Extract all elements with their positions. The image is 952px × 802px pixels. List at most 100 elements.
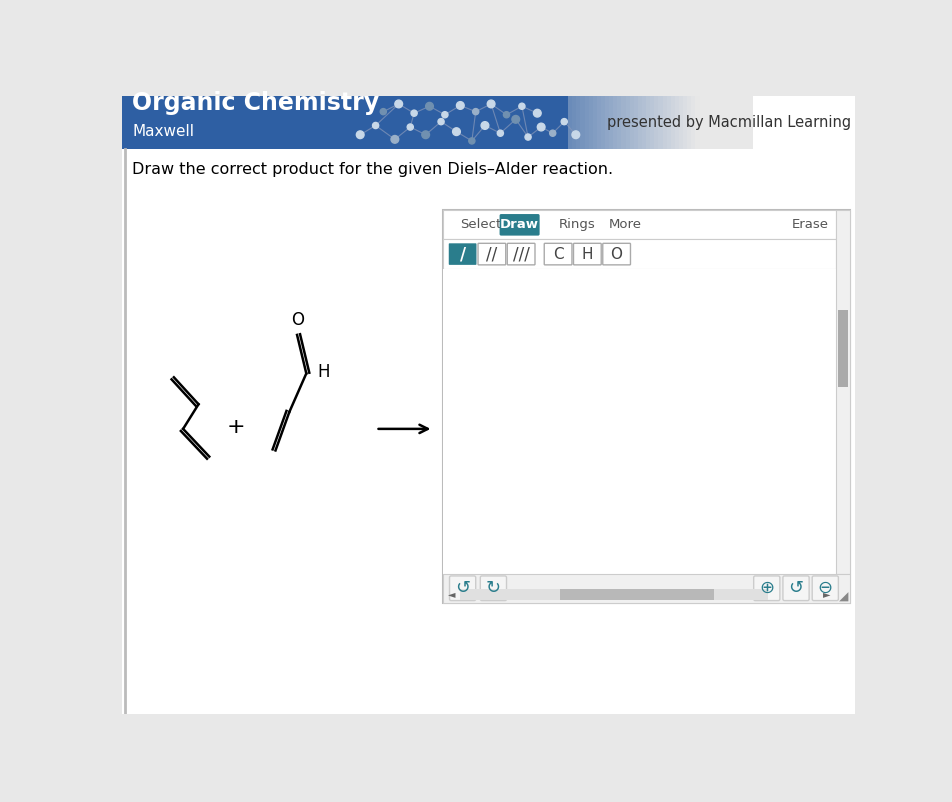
Circle shape [410, 110, 417, 116]
Bar [703, 96, 707, 148]
Bar [547, 96, 551, 148]
Circle shape [442, 111, 447, 118]
Bar [645, 96, 649, 148]
Circle shape [380, 108, 386, 115]
Circle shape [486, 100, 494, 107]
Circle shape [481, 122, 488, 129]
FancyBboxPatch shape [449, 576, 475, 601]
Bar [443, 210, 835, 240]
Text: ↺: ↺ [454, 579, 469, 597]
Circle shape [372, 123, 378, 128]
Bar [744, 96, 748, 148]
Text: ↻: ↻ [486, 579, 501, 597]
Bar [674, 96, 678, 148]
Bar [592, 96, 596, 148]
Bar [666, 96, 670, 148]
Bar [637, 96, 642, 148]
Bar [695, 96, 699, 148]
Circle shape [518, 103, 525, 109]
FancyBboxPatch shape [480, 576, 506, 601]
Bar [613, 96, 617, 148]
Bar [658, 96, 662, 148]
Circle shape [537, 124, 545, 131]
FancyBboxPatch shape [602, 243, 630, 265]
Circle shape [571, 131, 579, 139]
Circle shape [390, 136, 398, 144]
Bar [642, 96, 645, 148]
Text: /: / [459, 245, 466, 263]
Bar [539, 96, 543, 148]
Bar [617, 96, 621, 148]
Bar [560, 589, 714, 600]
Bar [711, 96, 715, 148]
Circle shape [503, 111, 509, 118]
Bar [837, 310, 847, 387]
Circle shape [456, 102, 464, 109]
Bar [752, 96, 855, 148]
Bar [683, 96, 686, 148]
Bar [686, 96, 690, 148]
FancyBboxPatch shape [811, 576, 838, 601]
Text: //: // [486, 245, 497, 263]
Text: presented by Macmillan Learning: presented by Macmillan Learning [606, 115, 850, 130]
Text: O: O [291, 311, 304, 329]
Bar [443, 573, 849, 603]
Bar [518, 96, 523, 148]
FancyBboxPatch shape [506, 243, 534, 265]
Bar [621, 96, 625, 148]
Text: Draw the correct product for the given Diels–Alder reaction.: Draw the correct product for the given D… [132, 163, 613, 177]
FancyBboxPatch shape [448, 243, 476, 265]
Circle shape [497, 130, 503, 136]
FancyBboxPatch shape [573, 243, 601, 265]
Text: Select: Select [460, 218, 501, 231]
Text: More: More [608, 218, 642, 231]
Text: ///: /// [512, 245, 529, 263]
Circle shape [561, 119, 566, 125]
Bar [535, 96, 539, 148]
Bar [596, 96, 601, 148]
Bar [629, 96, 633, 148]
Text: ◄: ◄ [447, 589, 455, 599]
Text: Maxwell: Maxwell [132, 124, 194, 140]
Text: ⊖: ⊖ [817, 579, 832, 597]
Text: ↺: ↺ [787, 579, 803, 597]
Text: H: H [317, 363, 329, 381]
Text: H: H [581, 246, 592, 261]
Bar [571, 96, 576, 148]
Bar [654, 96, 658, 148]
Bar [625, 96, 629, 148]
Text: Organic Chemistry: Organic Chemistry [132, 91, 379, 115]
Bar [551, 96, 555, 148]
Circle shape [356, 131, 364, 139]
Text: ⊕: ⊕ [759, 579, 774, 597]
Text: +: + [226, 417, 245, 437]
Bar [588, 96, 592, 148]
Text: ►: ► [823, 589, 830, 599]
Bar [580, 96, 584, 148]
Bar [724, 96, 727, 148]
Bar [662, 96, 666, 148]
Bar [514, 96, 518, 148]
Bar [720, 96, 724, 148]
Text: Erase: Erase [790, 218, 827, 231]
Bar [690, 96, 695, 148]
Text: O: O [610, 246, 622, 261]
FancyBboxPatch shape [544, 243, 571, 265]
Circle shape [533, 109, 541, 117]
Bar [608, 96, 613, 148]
Circle shape [549, 130, 555, 136]
Bar [835, 210, 849, 573]
Circle shape [394, 100, 402, 107]
FancyBboxPatch shape [499, 214, 539, 236]
Bar [510, 96, 514, 148]
Bar [731, 96, 736, 148]
Bar [727, 96, 731, 148]
Bar [576, 96, 580, 148]
Bar [567, 96, 571, 148]
Bar [699, 96, 703, 148]
Bar [584, 96, 588, 148]
Text: C: C [552, 246, 563, 261]
Circle shape [426, 103, 433, 110]
FancyBboxPatch shape [783, 576, 808, 601]
Bar [707, 96, 711, 148]
